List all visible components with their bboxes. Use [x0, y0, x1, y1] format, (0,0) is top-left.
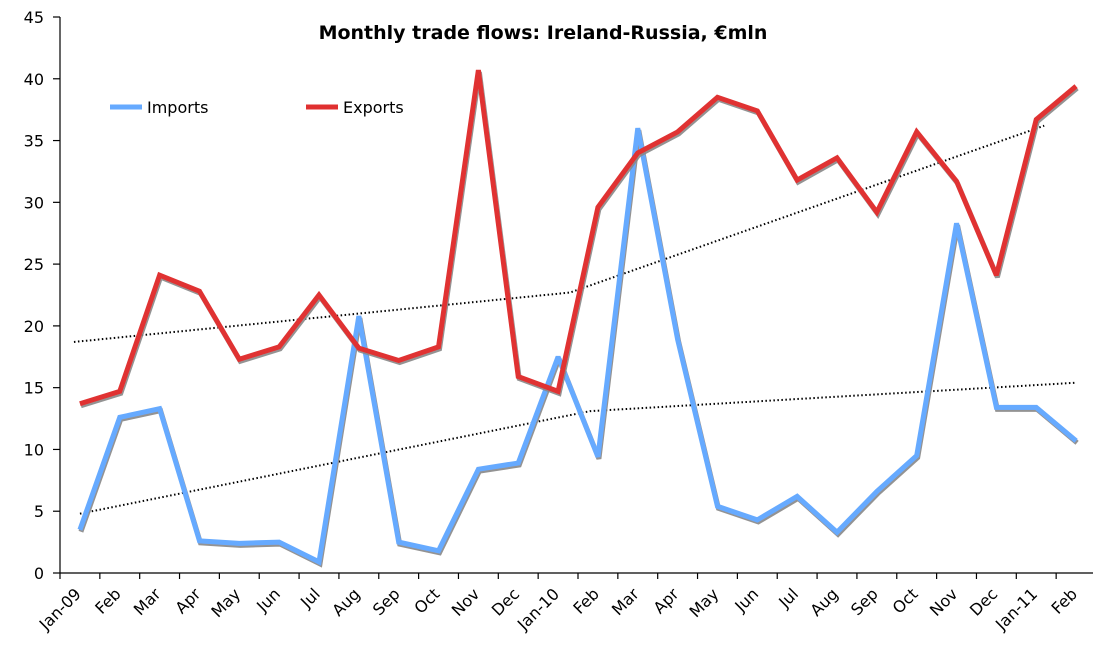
- y-tick-label: 30: [24, 193, 44, 212]
- x-axis: Jan-09 Feb Mar Apr May Jun Jul Aug Sep Oct Nov DecJ…: [35, 572, 1093, 634]
- x-tick-label: Dec: [966, 584, 1001, 619]
- x-tick-label: Nov: [926, 584, 962, 620]
- trendlines: [73, 124, 1077, 515]
- x-tick-label: Nov: [448, 584, 484, 620]
- y-tick-label: 10: [24, 440, 44, 459]
- x-tick-label: Jun: [730, 584, 762, 616]
- x-tick-label: Dec: [488, 584, 523, 619]
- chart-title: Monthly trade flows: Ireland-Russia, €ml…: [319, 22, 768, 44]
- x-tick-label: Feb: [569, 584, 602, 617]
- y-tick-label: 45: [24, 8, 44, 27]
- x-tick-label: Mar: [608, 584, 643, 619]
- legend-imports-label: Imports: [147, 98, 208, 117]
- x-tick-label: Sep: [847, 584, 882, 619]
- x-tick-label: Sep: [369, 584, 404, 619]
- series-line-imports: [77, 127, 1078, 566]
- x-tick-label: May: [207, 584, 244, 621]
- x-tick-label: Jan-10: [513, 584, 563, 634]
- x-tick-label: Jan-11: [991, 584, 1041, 634]
- x-tick-label: Apr: [650, 584, 683, 617]
- x-tick-label: Mar: [130, 584, 165, 619]
- series-line-exports: [79, 69, 1078, 407]
- y-tick-label: 35: [24, 132, 44, 151]
- y-tick-label: 15: [24, 379, 44, 398]
- x-tick-label: May: [686, 584, 723, 621]
- y-tick-label: 0: [34, 564, 44, 583]
- x-tick-label: Feb: [91, 584, 124, 617]
- legend: Imports Exports: [110, 98, 404, 117]
- x-tick-label: Feb: [1048, 584, 1081, 617]
- y-tick-label: 40: [24, 70, 44, 89]
- y-tick-label: 20: [24, 317, 44, 336]
- x-tick-label: Oct: [889, 584, 922, 617]
- x-tick-label: Jul: [774, 584, 802, 612]
- y-tick-label: 25: [24, 255, 44, 274]
- y-tick-label: 5: [34, 502, 44, 521]
- x-tick-label: Apr: [171, 584, 204, 617]
- legend-exports-label: Exports: [343, 98, 404, 117]
- y-axis: 0 5 10 15 20 25 30 35 40 45: [24, 8, 61, 583]
- trendline-imports: [79, 381, 1077, 515]
- x-tick-label: Jun: [252, 584, 284, 616]
- x-tick-label: Jul: [296, 584, 324, 612]
- x-tick-label: Aug: [806, 584, 842, 620]
- x-tick-label: Aug: [328, 584, 364, 620]
- x-tick-label: Oct: [410, 584, 443, 617]
- trendline-exports: [73, 124, 1045, 343]
- x-tick-label: Jan-09: [35, 584, 85, 634]
- data-series: [77, 69, 1078, 566]
